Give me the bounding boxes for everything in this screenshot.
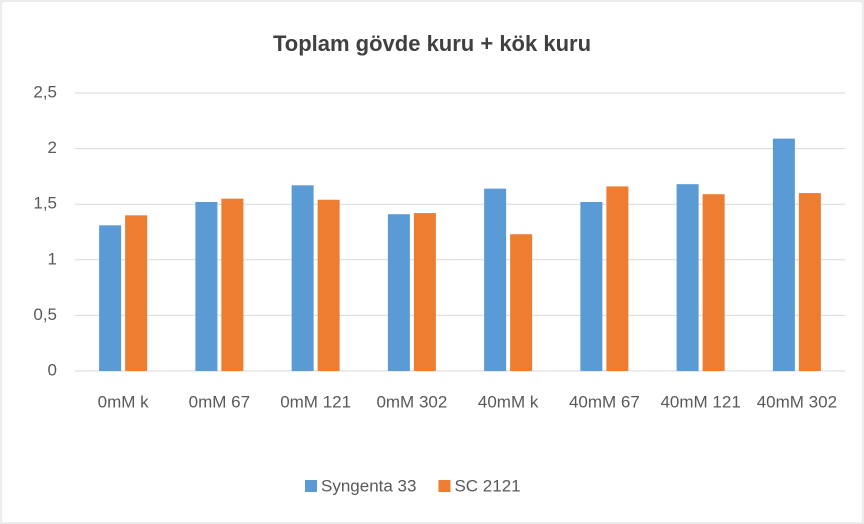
- legend-label: Syngenta 33: [321, 476, 416, 495]
- y-tick-label: 2: [48, 138, 57, 157]
- bar: [606, 186, 629, 371]
- legend-label: SC 2121: [454, 476, 520, 495]
- y-tick-label: 0,5: [33, 305, 57, 324]
- bar: [484, 188, 507, 371]
- y-tick-label: 0: [48, 360, 57, 379]
- bar: [291, 185, 314, 371]
- bar: [580, 201, 603, 371]
- x-tick-label: 0mM 67: [189, 392, 250, 411]
- legend-swatch: [305, 480, 317, 492]
- bar: [387, 214, 410, 371]
- bar: [798, 193, 821, 371]
- x-tick-label: 40mM 302: [757, 392, 837, 411]
- y-tick-label: 1,5: [33, 194, 57, 213]
- x-tick-label: 0mM 121: [280, 392, 351, 411]
- x-tick-label: 0mM k: [98, 392, 150, 411]
- x-tick-label: 40mM 67: [569, 392, 640, 411]
- bar: [702, 194, 725, 371]
- x-tick-label: 40mM k: [478, 392, 539, 411]
- x-tick-label: 40mM 121: [660, 392, 740, 411]
- y-tick-label: 1: [48, 249, 57, 268]
- bar: [125, 215, 148, 371]
- y-tick-label: 2,5: [33, 82, 57, 101]
- bar: [510, 234, 533, 371]
- chart-title: Toplam gövde kuru + kök kuru: [273, 31, 591, 56]
- bar: [99, 225, 122, 371]
- bar: [195, 201, 218, 371]
- bar: [772, 138, 795, 371]
- bar: [413, 213, 436, 371]
- x-tick-label: 0mM 302: [376, 392, 447, 411]
- legend-swatch: [438, 480, 451, 492]
- bar: [221, 198, 244, 371]
- bar: [317, 199, 340, 371]
- bar: [676, 184, 699, 371]
